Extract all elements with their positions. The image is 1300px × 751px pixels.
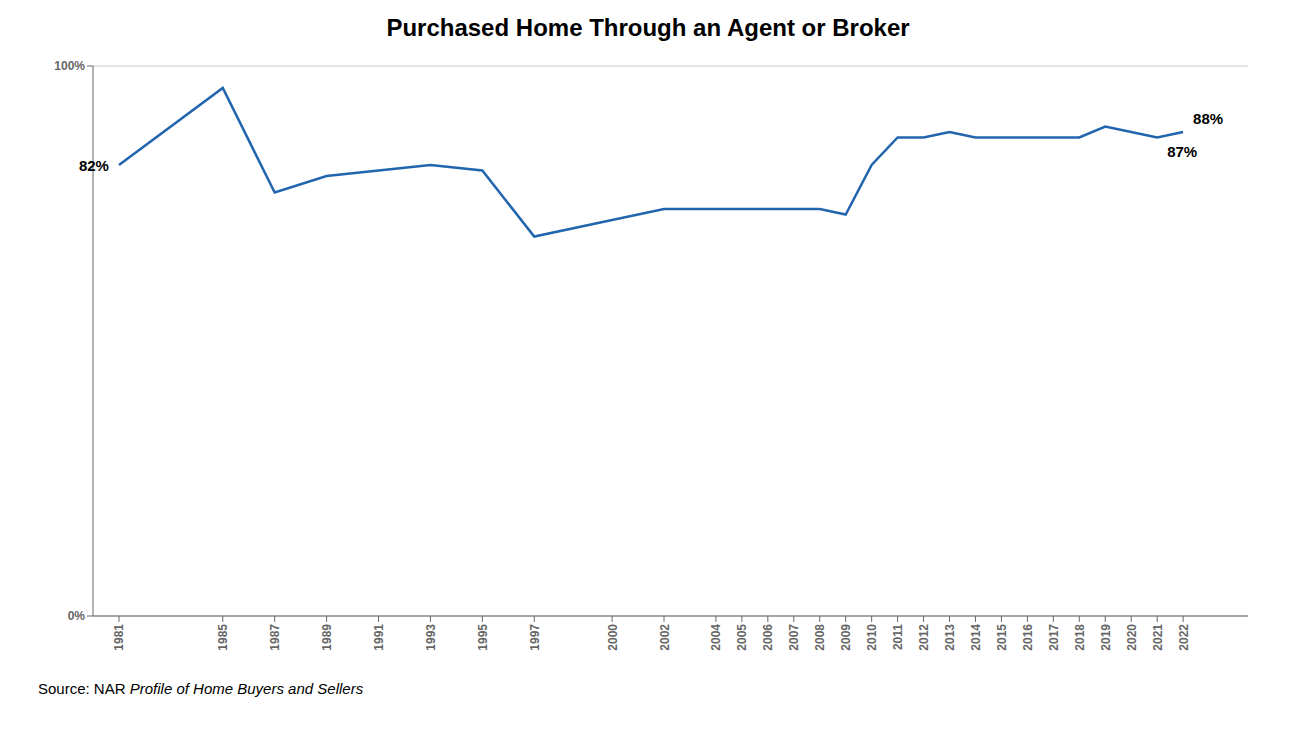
- html-text:Source: NAR Profile of Home Bu: Source: NAR Profile of Home Buyers and S…: [38, 680, 364, 697]
- svg-text:1991: 1991: [372, 624, 386, 651]
- svg-text:2019: 2019: [1099, 624, 1113, 651]
- svg-text:2006: 2006: [761, 624, 775, 651]
- html-text:Purchased Home Through an Agen: Purchased Home Through an Agent or Broke…: [386, 14, 910, 41]
- svg-text:2020: 2020: [1125, 624, 1139, 651]
- svg-text:2018: 2018: [1073, 624, 1087, 651]
- svg-text:100%: 100%: [54, 59, 85, 73]
- svg-text:2012: 2012: [917, 624, 931, 651]
- svg-text:1995: 1995: [476, 624, 490, 651]
- svg-text:2007: 2007: [787, 624, 801, 651]
- svg-text:2004: 2004: [709, 624, 723, 651]
- svg-text:2011: 2011: [891, 624, 905, 650]
- svg-text:82%: 82%: [79, 157, 109, 174]
- svg-text:87%: 87%: [1167, 143, 1197, 160]
- svg-text:1987: 1987: [268, 624, 282, 651]
- svg-text:2021: 2021: [1151, 624, 1165, 651]
- svg-text:2002: 2002: [658, 624, 672, 651]
- svg-text:2017: 2017: [1047, 624, 1061, 651]
- svg-text:2005: 2005: [735, 624, 749, 651]
- svg-text:1989: 1989: [320, 624, 334, 651]
- svg-text:2022: 2022: [1177, 624, 1191, 651]
- svg-text:1985: 1985: [216, 624, 230, 651]
- svg-text:2008: 2008: [813, 624, 827, 651]
- svg-text:0%: 0%: [68, 609, 86, 623]
- svg-text:1997: 1997: [528, 624, 542, 651]
- svg-text:2014: 2014: [969, 624, 983, 651]
- svg-text:2013: 2013: [943, 624, 957, 651]
- svg-text:88%: 88%: [1193, 110, 1223, 127]
- svg-text:1993: 1993: [424, 624, 438, 651]
- svg-text:1981: 1981: [112, 624, 126, 651]
- svg-text:2010: 2010: [865, 624, 879, 651]
- svg-text:2015: 2015: [995, 624, 1009, 651]
- svg-text:2000: 2000: [606, 624, 620, 651]
- svg-text:2016: 2016: [1021, 624, 1035, 651]
- svg-text:2009: 2009: [839, 624, 853, 651]
